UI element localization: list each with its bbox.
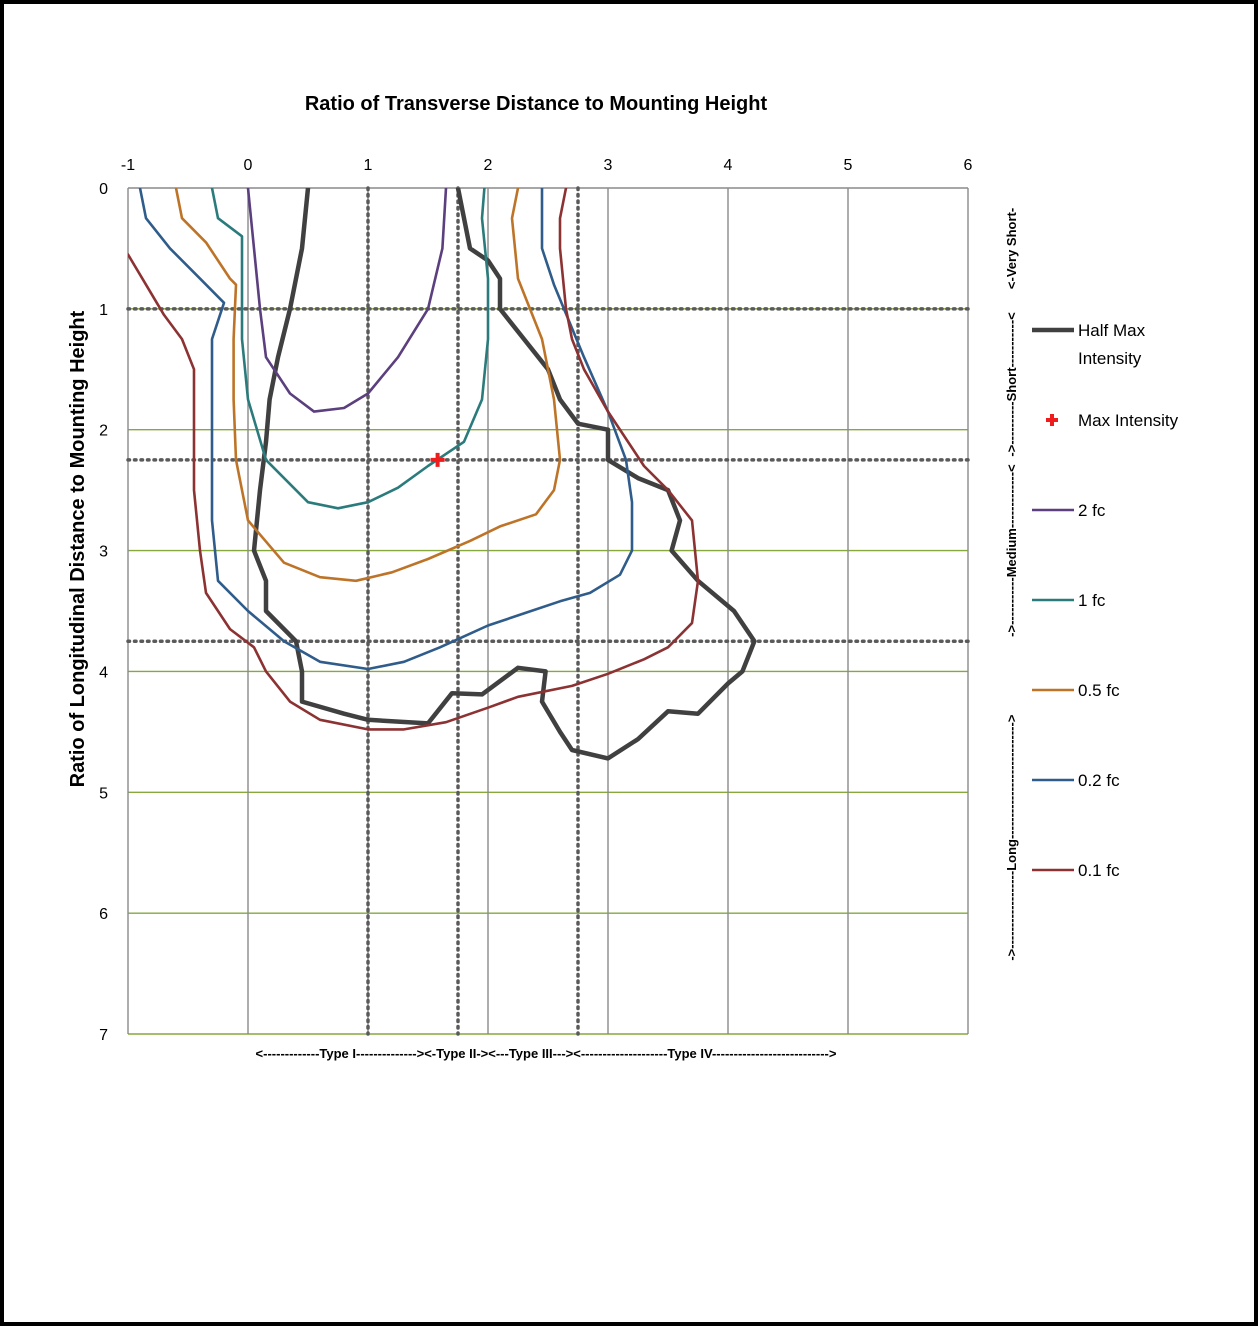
x-tick-label: 2	[484, 157, 493, 174]
series-line-fc02	[138, 188, 634, 671]
legend-label: Half Max	[1078, 321, 1146, 340]
x-tick-label: 1	[364, 157, 373, 174]
type-region-labels: <-------------Type I--------------><-Typ…	[256, 1046, 837, 1061]
length-label-short: ->----------Short-----------<	[1004, 312, 1019, 457]
series-layer	[128, 188, 757, 761]
legend-label: 1 fc	[1078, 591, 1106, 610]
series-line-fc05	[174, 188, 562, 583]
legend-label: Max Intensity	[1078, 411, 1179, 430]
legend-label: 0.5 fc	[1078, 681, 1120, 700]
series-line-fc2	[246, 188, 448, 413]
legend-label: 0.2 fc	[1078, 771, 1120, 790]
max-intensity-marker	[430, 452, 445, 467]
length-label-long: ->------------------Long----------------…	[1004, 714, 1019, 960]
y-tick-label: 7	[99, 1027, 108, 1044]
x-tick-label: 3	[604, 157, 613, 174]
legend-label: Intensity	[1078, 349, 1142, 368]
y-axis-title: Ratio of Longitudinal Distance to Mounti…	[67, 310, 89, 787]
legend-layer: Half Max Intensity Max Intensity 2 fc 1 fc 0.…	[1032, 321, 1179, 880]
y-tick-label: 1	[99, 302, 108, 319]
y-tick-label: 5	[99, 785, 108, 802]
legend-label: 0.1 fc	[1078, 861, 1120, 880]
axis-layer: -1 0 1 2 3 4 5 6 0 1 2 3 4 5 6 7 <-Very Short- ->--------…	[99, 157, 1019, 1044]
x-tick-label: 4	[724, 157, 733, 174]
series-line-half_max	[251, 188, 757, 761]
y-tick-label: 4	[99, 664, 108, 681]
length-label-medium: ->-----------Medium-------------<	[1004, 464, 1019, 637]
legend-label: 2 fc	[1078, 501, 1106, 520]
length-label-very_short: <-Very Short-	[1004, 208, 1019, 289]
marker-layer	[430, 452, 445, 467]
x-tick-label: 0	[244, 157, 253, 174]
x-tick-label: 6	[964, 157, 973, 174]
x-tick-label: -1	[121, 157, 135, 174]
y-tick-label: 3	[99, 544, 108, 561]
y-tick-label: 2	[99, 423, 108, 440]
y-tick-label: 0	[99, 181, 108, 198]
series-line-fc1	[210, 188, 490, 510]
legend-marker-max	[1046, 414, 1058, 426]
series-line-fc01	[128, 188, 700, 731]
y-tick-label: 6	[99, 906, 108, 923]
grid-layer	[126, 186, 970, 1036]
x-tick-label: 5	[844, 157, 853, 174]
chart-title: Ratio of Transverse Distance to Mounting…	[305, 93, 768, 115]
chart-svg: -1 0 1 2 3 4 5 6 0 1 2 3 4 5 6 7 <-Very Short- ->--------…	[67, 93, 1179, 1061]
